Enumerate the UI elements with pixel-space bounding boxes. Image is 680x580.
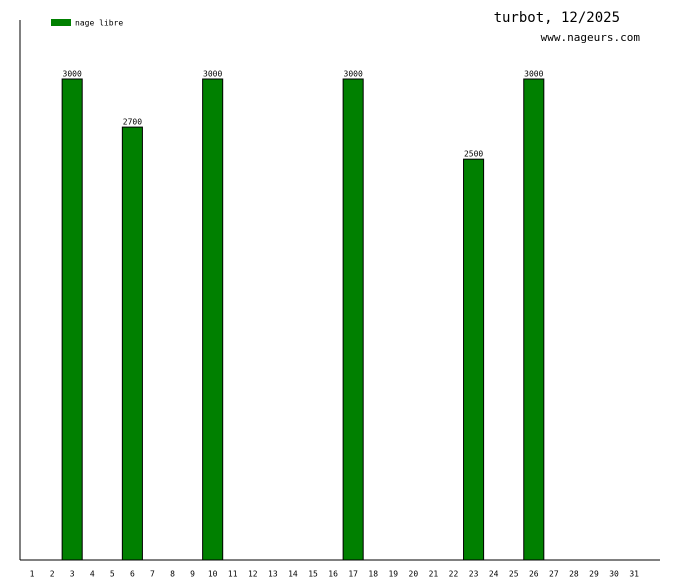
x-tick-label: 31 [629,570,639,579]
x-tick-label: 21 [429,570,439,579]
x-tick-label: 28 [569,570,579,579]
data-label: 2700 [123,118,142,127]
x-tick-label: 1 [30,570,35,579]
bar [463,158,485,561]
x-tick-label: 9 [190,570,195,579]
x-tick-label: 20 [409,570,419,579]
x-tick-label: 10 [208,570,218,579]
x-tick-label: 2 [50,570,55,579]
x-tick-label: 27 [549,570,559,579]
legend-label: nage libre [75,19,123,28]
bar [342,78,364,561]
bar [121,126,143,561]
x-tick-label: 15 [308,570,318,579]
x-tick-label: 12 [248,570,258,579]
data-label: 3000 [203,70,222,79]
x-tick-label: 16 [328,570,338,579]
data-label: 2500 [464,150,483,159]
x-tick-label: 18 [368,570,378,579]
x-tick-label: 22 [449,570,459,579]
bar [202,78,224,561]
data-label: 3000 [63,70,82,79]
x-tick-label: 29 [589,570,599,579]
x-tick-label: 4 [90,570,95,579]
x-tick-label: 14 [288,570,298,579]
x-tick-label: 26 [529,570,539,579]
data-label: 3000 [344,70,363,79]
x-tick-label: 11 [228,570,238,579]
x-tick-label: 25 [509,570,519,579]
x-tick-label: 7 [150,570,155,579]
x-tick-label: 19 [388,570,398,579]
x-tick-label: 8 [170,570,175,579]
x-tick-label: 5 [110,570,115,579]
x-tick-label: 17 [348,570,358,579]
chart-subtitle: www.nageurs.com [541,31,641,44]
x-tick-label: 24 [489,570,499,579]
chart-title: turbot, 12/2025 [494,10,620,26]
legend-swatch [51,19,71,26]
bar [61,78,83,561]
x-tick-label: 3 [70,570,75,579]
data-label: 3000 [524,70,543,79]
bar [523,78,545,561]
x-tick-label: 23 [469,570,479,579]
x-tick-label: 13 [268,570,278,579]
x-tick-label: 30 [609,570,619,579]
x-tick-label: 6 [130,570,135,579]
